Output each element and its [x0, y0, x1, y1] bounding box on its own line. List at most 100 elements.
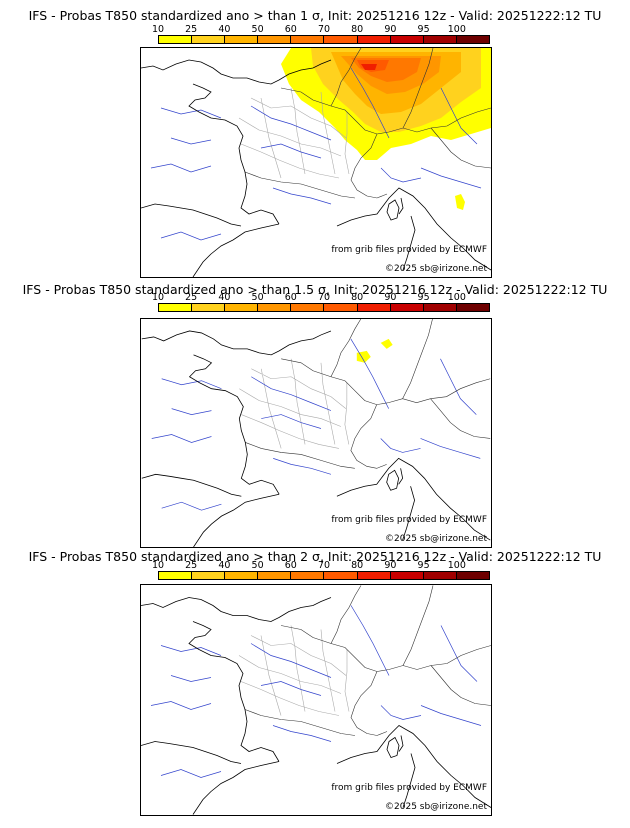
colorbar-swatch — [225, 304, 259, 311]
colorbar-swatch — [192, 572, 226, 579]
colorbar-swatch — [390, 36, 424, 43]
probability-map: from grib files provided by ECMWF ©2025 … — [140, 47, 492, 278]
colorbar-swatch — [456, 36, 489, 43]
admin-borders — [238, 87, 350, 179]
colorbar-labels: 10 25 40 50 60 70 80 90 95 100 — [152, 292, 490, 303]
colorbar-swatch — [192, 304, 226, 311]
colorbar-tick-label: 25 — [185, 560, 198, 571]
map-svg — [141, 319, 491, 547]
colorbar-tick-label: 80 — [351, 24, 364, 35]
colorbar-tick-label: 10 — [151, 24, 165, 35]
colorbar-tick-label: 40 — [218, 560, 231, 571]
colorbar-tick-label: 10 — [151, 292, 165, 303]
colorbar-tick-label: 100 — [447, 292, 466, 303]
colorbar-swatch — [423, 36, 457, 43]
colorbar-tick-label: 70 — [317, 292, 331, 303]
admin-borders — [238, 625, 350, 716]
source-credit: from grib files provided by ECMWF — [331, 245, 487, 255]
colorbar-swatch — [225, 572, 259, 579]
colorbar-swatches — [158, 35, 490, 44]
colorbar-swatch — [192, 36, 226, 43]
colorbar-swatches — [158, 303, 490, 312]
source-credit: from grib files provided by ECMWF — [331, 783, 487, 793]
colorbar-swatch — [159, 304, 193, 311]
corsica-coastline — [386, 199, 400, 221]
colorbar-swatches — [158, 571, 490, 580]
colorbar-swatch — [258, 304, 292, 311]
colorbar-swatch — [456, 304, 489, 311]
colorbar-tick-label: 100 — [447, 24, 466, 35]
colorbar-tick-label: 90 — [384, 24, 397, 35]
colorbar: 10 25 40 50 60 70 80 90 95 100 — [152, 292, 490, 314]
rivers — [151, 338, 481, 511]
colorbar: 10 25 40 50 60 70 80 90 95 100 — [152, 560, 490, 582]
colorbar-tick-label: 80 — [351, 560, 364, 571]
colorbar-tick-label: 95 — [417, 560, 430, 571]
colorbar-tick-label: 90 — [384, 292, 397, 303]
colorbar-swatch — [324, 572, 358, 579]
colorbar-swatch — [423, 572, 457, 579]
colorbar-tick-label: 60 — [284, 292, 297, 303]
copyright-credit: ©2025 sb@irizone.net — [385, 802, 487, 812]
colorbar: 10 25 40 50 60 70 80 90 95 100 — [152, 24, 490, 46]
source-credit: from grib files provided by ECMWF — [331, 515, 487, 525]
colorbar-swatch — [291, 572, 325, 579]
coastline — [141, 330, 491, 547]
copyright-credit: ©2025 sb@irizone.net — [385, 534, 487, 544]
map-svg — [141, 48, 491, 277]
colorbar-tick-label: 90 — [384, 560, 397, 571]
colorbar-tick-label: 10 — [151, 560, 165, 571]
colorbar-tick-label: 70 — [317, 560, 331, 571]
colorbar-swatch — [324, 304, 358, 311]
probability-area — [356, 350, 371, 363]
colorbar-tick-label: 95 — [417, 24, 430, 35]
colorbar-tick-label: 95 — [417, 292, 430, 303]
colorbar-swatch — [159, 36, 193, 43]
admin-borders — [239, 358, 350, 449]
colorbar-swatch — [357, 304, 391, 311]
colorbar-tick-label: 25 — [185, 292, 198, 303]
colorbar-swatch — [291, 36, 325, 43]
colorbar-tick-label: 50 — [251, 24, 264, 35]
corsica-coastline — [386, 469, 400, 491]
colorbar-swatch — [357, 36, 391, 43]
probability-area — [361, 64, 377, 70]
colorbar-swatch — [390, 304, 424, 311]
probability-area — [455, 194, 465, 210]
panel-1-5sigma: IFS - Probas T850 standardized ano > tha… — [0, 274, 630, 552]
colorbar-tick-label: 50 — [251, 292, 264, 303]
panel-2sigma: IFS - Probas T850 standardized ano > tha… — [0, 542, 630, 824]
colorbar-tick-label: 80 — [351, 292, 364, 303]
country-borders — [245, 319, 491, 469]
colorbar-swatch — [225, 36, 259, 43]
country-borders — [244, 48, 491, 199]
copyright-credit: ©2025 sb@irizone.net — [385, 264, 487, 274]
rivers — [150, 605, 482, 778]
coastline — [141, 597, 491, 815]
country-borders — [244, 585, 491, 736]
rivers — [150, 67, 482, 241]
colorbar-swatch — [159, 572, 193, 579]
corsica-coastline — [386, 736, 400, 758]
colorbar-tick-label: 60 — [284, 560, 297, 571]
probability-area — [380, 338, 393, 349]
colorbar-swatch — [390, 572, 424, 579]
panel-title: IFS - Probas T850 standardized ano > tha… — [28, 8, 602, 23]
colorbar-tick-label: 40 — [218, 292, 231, 303]
colorbar-tick-label: 70 — [317, 24, 331, 35]
panel-title: IFS - Probas T850 standardized ano > tha… — [22, 282, 608, 297]
map-svg — [141, 585, 491, 815]
colorbar-swatch — [456, 572, 489, 579]
colorbar-labels: 10 25 40 50 60 70 80 90 95 100 — [152, 24, 490, 35]
panel-1sigma: IFS - Probas T850 standardized ano > tha… — [0, 0, 630, 278]
colorbar-tick-label: 100 — [447, 560, 466, 571]
colorbar-swatch — [258, 36, 292, 43]
probability-map: from grib files provided by ECMWF ©2025 … — [140, 584, 492, 816]
colorbar-tick-label: 25 — [185, 24, 198, 35]
colorbar-labels: 10 25 40 50 60 70 80 90 95 100 — [152, 560, 490, 571]
colorbar-swatch — [357, 572, 391, 579]
colorbar-swatch — [291, 304, 325, 311]
colorbar-swatch — [423, 304, 457, 311]
panel-title: IFS - Probas T850 standardized ano > tha… — [28, 549, 602, 564]
coastline — [141, 59, 491, 277]
